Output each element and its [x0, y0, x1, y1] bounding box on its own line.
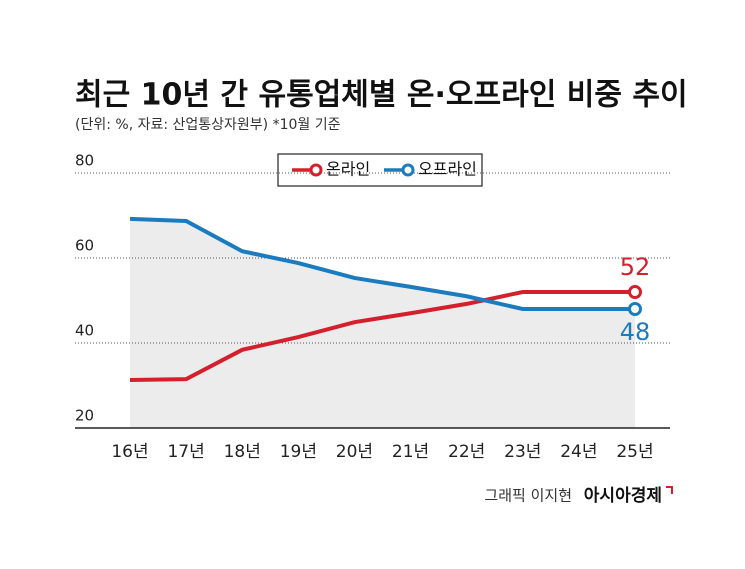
chart-title: 최근 10년 간 유통업체별 온·오프라인 비중 추이 — [75, 78, 688, 113]
y-tick-label: 40 — [75, 322, 94, 340]
end-point — [628, 302, 642, 316]
brand-icon — [666, 486, 673, 494]
x-tick-label: 16년 — [111, 442, 148, 462]
y-tick-label: 20 — [75, 407, 94, 425]
line — [129, 290, 635, 382]
x-tick-label: 20년 — [336, 442, 373, 462]
x-tick-label: 23년 — [504, 442, 541, 462]
chart-subtitle: (단위: %, 자료: 산업통상자원부) *10월 기준 — [75, 117, 341, 133]
legend-marker — [309, 163, 323, 177]
legend-marker — [401, 163, 415, 177]
x-tick-label: 18년 — [224, 442, 261, 462]
end-point — [628, 285, 642, 299]
x-tick-label: 25년 — [616, 442, 653, 462]
y-tick-label: 80 — [75, 152, 94, 170]
x-tick-label: 19년 — [280, 442, 317, 462]
y-tick-label: 60 — [75, 237, 94, 255]
x-tick-label: 21년 — [392, 442, 429, 462]
x-tick-label: 17년 — [167, 442, 204, 462]
legend-label: 오프라인 — [418, 160, 477, 179]
value-label: 52 — [620, 253, 651, 281]
legend-label: 온라인 — [326, 160, 370, 179]
area — [130, 218, 635, 428]
value-label: 48 — [620, 318, 651, 346]
credit: 그래픽 이지현 — [484, 487, 572, 505]
x-tick-label: 24년 — [560, 442, 597, 462]
x-tick-label: 22년 — [448, 442, 485, 462]
brand: 아시아경제 — [584, 486, 662, 506]
line — [129, 216, 635, 311]
